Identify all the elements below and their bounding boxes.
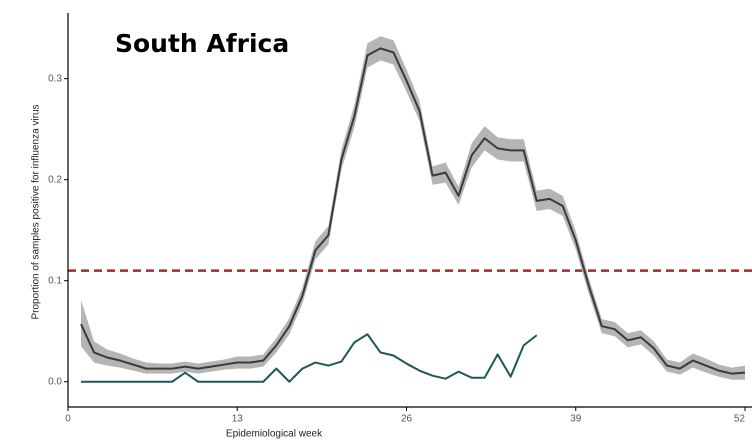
x-tick-label: 52 xyxy=(734,414,746,425)
x-axis-label: Epidemiological week xyxy=(226,429,323,440)
x-tick-label: 0 xyxy=(65,414,71,425)
series-line xyxy=(81,333,538,383)
y-tick-label: 0.0 xyxy=(48,376,62,387)
confidence-band xyxy=(81,36,746,380)
y-tick-label: 0.1 xyxy=(48,275,62,286)
y-tick-label: 0.3 xyxy=(48,73,62,84)
x-tick-label: 39 xyxy=(570,414,582,425)
y-tick-label: 0.2 xyxy=(48,174,62,185)
chart-title: South Africa xyxy=(115,29,289,58)
series-line xyxy=(80,47,746,375)
x-tick-label: 26 xyxy=(401,414,413,425)
x-tick-label: 13 xyxy=(232,414,244,425)
y-axis-label: Proportion of samples positive for influ… xyxy=(31,104,42,319)
